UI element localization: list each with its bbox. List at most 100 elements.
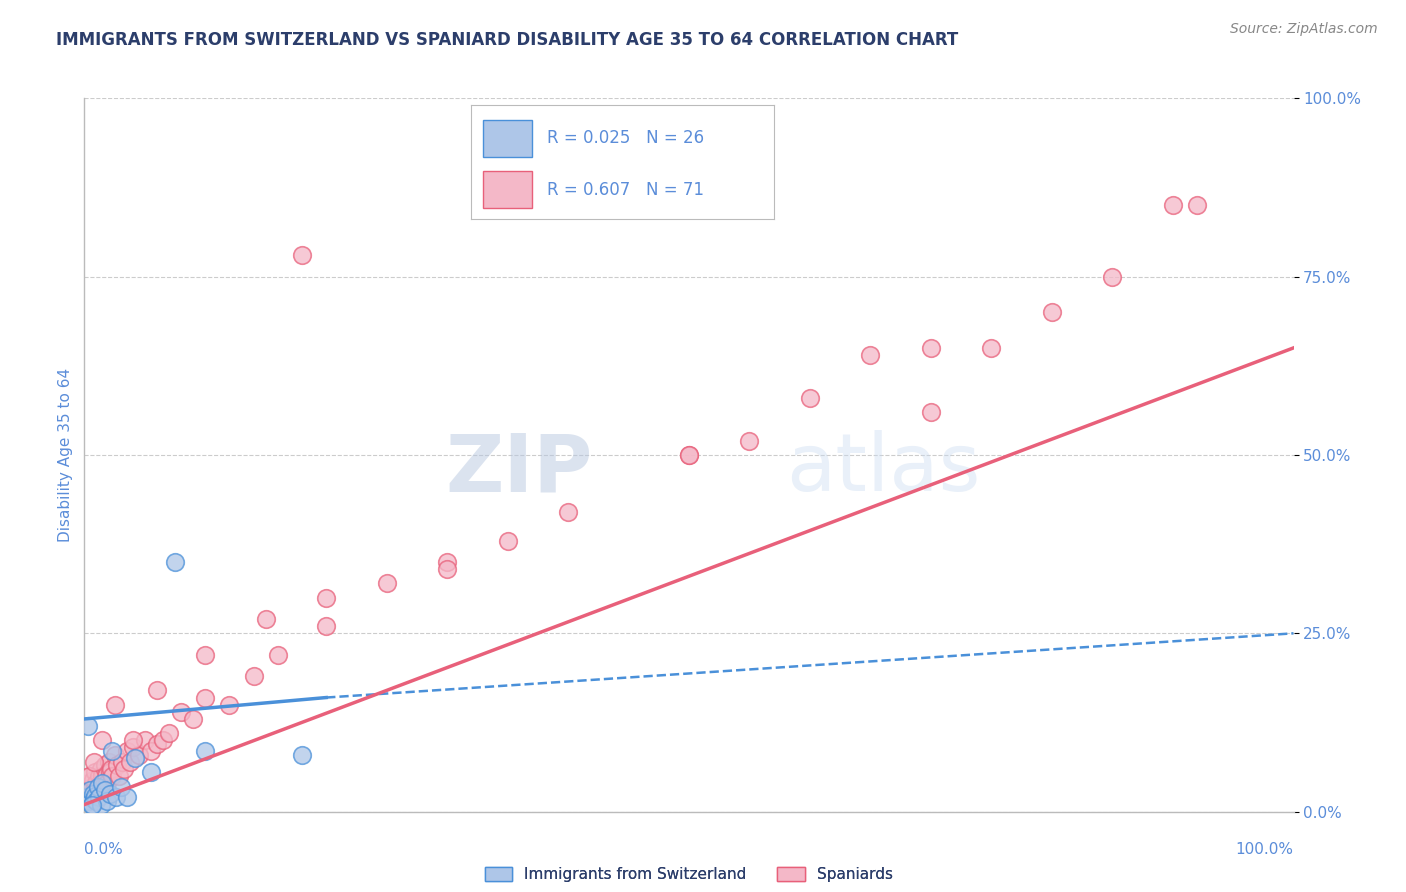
Text: 0.0%: 0.0% [84,842,124,856]
Text: R = 0.607   N = 71: R = 0.607 N = 71 [547,181,704,199]
FancyBboxPatch shape [484,120,531,157]
Point [82,787,104,801]
Point [91,769,114,783]
Point [859,348,882,362]
Y-axis label: Disability Age 35 to 64: Disability Age 35 to 64 [58,368,73,542]
Point [194,648,217,662]
Point [181,712,204,726]
Point [84,789,107,803]
Point [83,792,105,806]
Point [86,780,108,794]
Point [1040,305,1063,319]
Point [678,448,700,462]
Text: atlas: atlas [786,430,980,508]
Point [80,797,103,812]
Point [75,783,97,797]
Point [375,576,398,591]
Point [89,776,111,790]
Point [97,755,120,769]
Point [80,780,103,794]
Point [84,765,107,780]
Point [121,740,143,755]
Point [77,776,100,790]
Point [315,619,337,633]
Text: ZIP: ZIP [444,430,592,508]
Point [86,794,108,808]
Point [101,744,124,758]
Point [91,733,114,747]
Point [496,533,519,548]
Point [980,341,1002,355]
Point [152,733,174,747]
Point [194,690,217,705]
Point [93,776,115,790]
Point [242,669,264,683]
Point [128,747,150,762]
Legend: Immigrants from Switzerland, Spaniards: Immigrants from Switzerland, Spaniards [477,859,901,889]
Point [146,737,169,751]
Point [1185,198,1208,212]
Point [86,776,108,790]
Point [291,248,314,262]
Point [557,505,579,519]
Point [98,787,121,801]
Point [436,555,458,569]
Point [110,780,132,794]
Point [112,762,135,776]
Point [96,794,118,808]
Point [87,790,110,805]
Point [799,391,821,405]
Point [98,765,121,780]
Point [134,733,156,747]
Point [157,726,180,740]
Point [104,790,127,805]
Point [79,769,101,783]
Point [79,783,101,797]
Text: 100.0%: 100.0% [1236,842,1294,856]
Point [436,562,458,576]
Point [101,769,124,783]
Point [920,341,942,355]
Text: IMMIGRANTS FROM SWITZERLAND VS SPANIARD DISABILITY AGE 35 TO 64 CORRELATION CHAR: IMMIGRANTS FROM SWITZERLAND VS SPANIARD … [56,31,959,49]
Point [77,790,100,805]
Point [115,744,138,758]
Text: R = 0.025   N = 26: R = 0.025 N = 26 [547,129,704,147]
Point [920,405,942,419]
Point [80,797,103,812]
Point [83,755,105,769]
Point [90,762,112,776]
Point [139,765,162,780]
Point [165,555,187,569]
Point [96,776,118,790]
Point [139,744,162,758]
Point [87,769,110,783]
Point [94,769,117,783]
Point [108,769,131,783]
Point [194,744,217,758]
Point [678,448,700,462]
Point [254,612,277,626]
Point [315,591,337,605]
Point [83,783,105,797]
Point [90,797,112,812]
Point [146,683,169,698]
Point [104,747,127,762]
Point [104,698,127,712]
Point [77,769,100,783]
Point [1101,269,1123,284]
Point [170,705,193,719]
Point [738,434,761,448]
Point [111,755,134,769]
Point [115,790,138,805]
Point [76,787,98,801]
Point [291,747,314,762]
Point [77,794,100,808]
Point [86,780,108,794]
Point [91,776,114,790]
Point [120,755,142,769]
Point [124,751,146,765]
Point [121,733,143,747]
Point [94,758,117,772]
Point [267,648,290,662]
Point [105,758,128,772]
